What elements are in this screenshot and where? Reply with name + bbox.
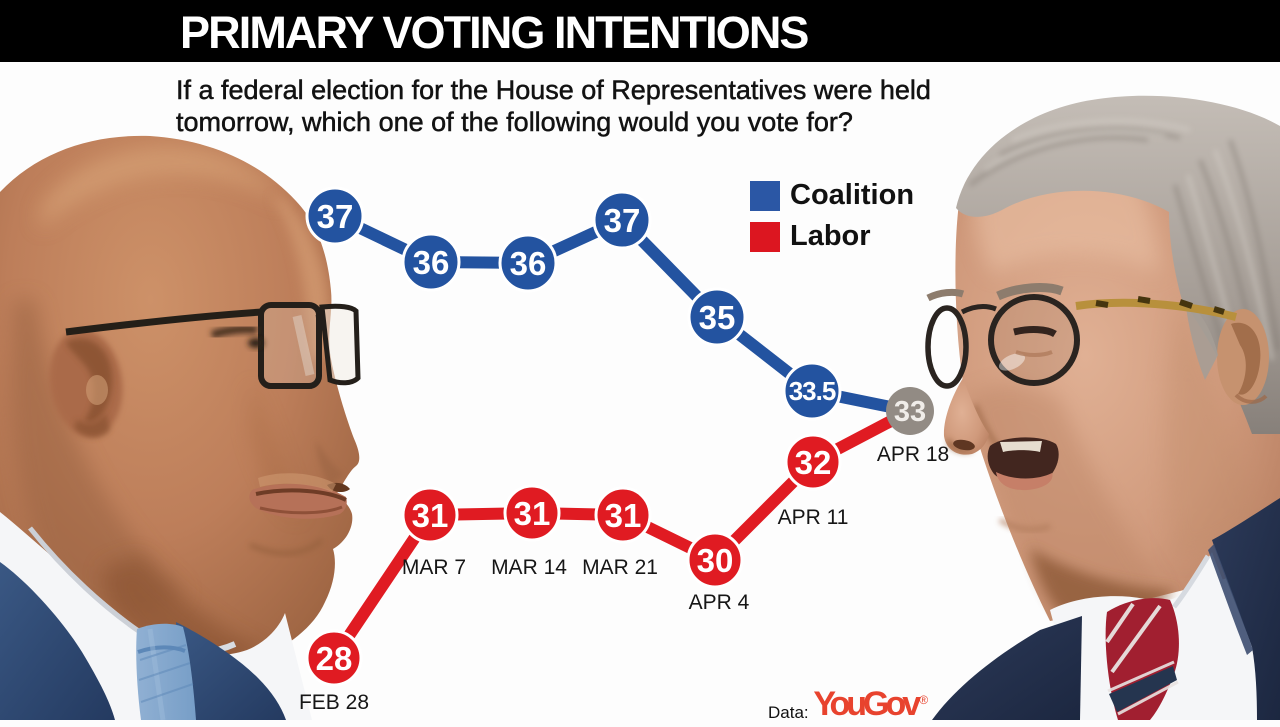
svg-text:31: 31 <box>514 495 551 532</box>
svg-text:28: 28 <box>316 640 353 677</box>
svg-text:31: 31 <box>412 497 449 534</box>
svg-text:37: 37 <box>604 202 641 239</box>
svg-text:32: 32 <box>795 444 832 481</box>
svg-text:31: 31 <box>605 497 642 534</box>
svg-text:33: 33 <box>894 396 926 428</box>
svg-text:MAR 21: MAR 21 <box>582 556 658 579</box>
svg-text:APR 11: APR 11 <box>778 506 849 529</box>
svg-text:33.5: 33.5 <box>789 376 836 406</box>
svg-text:36: 36 <box>510 245 547 282</box>
svg-text:APR 4: APR 4 <box>689 591 750 614</box>
svg-text:MAR 14: MAR 14 <box>491 556 567 579</box>
svg-text:FEB 28: FEB 28 <box>299 691 369 714</box>
svg-text:35: 35 <box>699 299 736 336</box>
svg-text:MAR 7: MAR 7 <box>402 556 466 579</box>
svg-text:APR 18: APR 18 <box>877 443 949 466</box>
svg-text:30: 30 <box>697 542 734 579</box>
svg-text:36: 36 <box>413 244 450 281</box>
svg-text:37: 37 <box>317 198 354 235</box>
